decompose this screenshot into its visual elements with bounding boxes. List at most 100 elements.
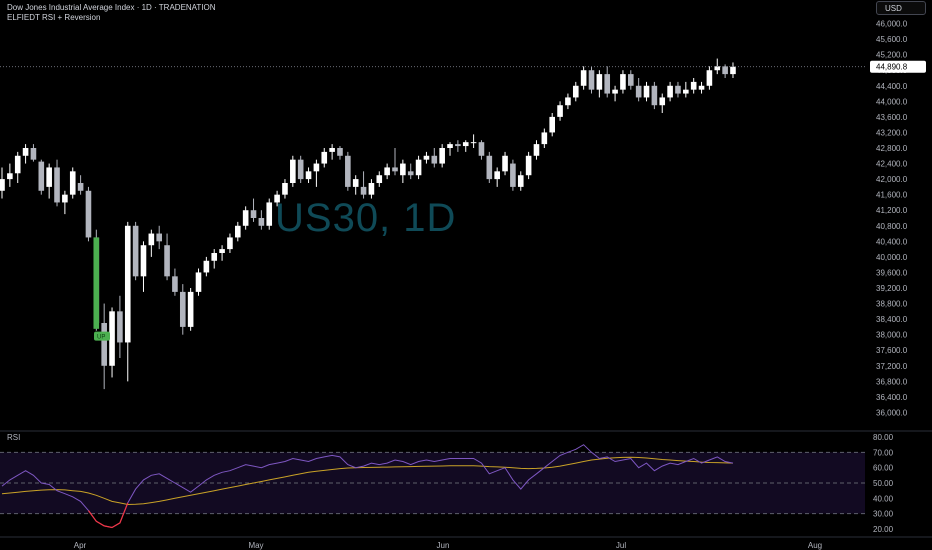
- price-tick-label: 42,800.0: [876, 144, 908, 153]
- candle-body: [117, 311, 123, 343]
- candle-body: [423, 155, 430, 160]
- candle-body: [675, 85, 681, 94]
- candle: [22, 144, 29, 164]
- candle: [596, 70, 603, 98]
- candle: [722, 64, 728, 78]
- time-tick-label: Apr: [74, 541, 87, 550]
- price-tick-label: 38,400.0: [876, 315, 908, 324]
- candle: [274, 190, 280, 207]
- candle: [683, 81, 689, 98]
- candle-body: [148, 233, 155, 246]
- candle-body: [266, 202, 273, 226]
- candle: [431, 148, 438, 168]
- candle-body: [203, 260, 210, 273]
- candle-body: [132, 225, 139, 277]
- rsi-tick-label: 40.00: [873, 494, 894, 503]
- candle: [124, 221, 131, 382]
- candle: [345, 151, 351, 191]
- candle: [101, 303, 107, 390]
- candle: [109, 307, 115, 378]
- candle: [282, 179, 288, 199]
- candle: [675, 81, 681, 98]
- price-tick-label: 40,800.0: [876, 222, 908, 231]
- candle: [179, 284, 186, 335]
- candle-body: [290, 159, 296, 183]
- candle-body: [22, 148, 29, 156]
- candle: [266, 198, 273, 230]
- candle-body: [407, 171, 414, 176]
- candle-body: [517, 175, 524, 187]
- candle-body: [604, 74, 611, 94]
- candle: [187, 288, 194, 331]
- candle: [360, 171, 367, 199]
- candle: [470, 134, 477, 148]
- candle-body: [109, 311, 115, 366]
- price-tick-label: 42,000.0: [876, 175, 908, 184]
- candle-body: [494, 171, 500, 180]
- candle: [580, 66, 587, 90]
- price-tick-label: 43,200.0: [876, 128, 908, 137]
- price-tick-label: 40,000.0: [876, 253, 908, 262]
- candle-body: [305, 171, 312, 180]
- candle-body: [282, 183, 288, 195]
- candle-body: [54, 167, 60, 203]
- candle: [148, 229, 155, 257]
- price-tick-label: 40,400.0: [876, 237, 908, 246]
- last-price-tag: [870, 60, 926, 73]
- price-tick-label: 36,000.0: [876, 408, 908, 417]
- currency-selector[interactable]: USD: [876, 1, 926, 15]
- candle: [14, 151, 21, 183]
- candle-body: [69, 171, 76, 195]
- candle: [376, 171, 383, 187]
- candle: [462, 140, 469, 152]
- candle: [0, 167, 5, 199]
- candle-body: [502, 155, 508, 172]
- candle: [415, 155, 422, 180]
- candle-body: [510, 163, 516, 187]
- candle-body: [46, 167, 52, 187]
- candle-body: [376, 175, 383, 183]
- candle: [651, 81, 658, 110]
- time-tick-label: Jun: [437, 541, 450, 550]
- candle-body: [683, 89, 689, 94]
- price-tick-label: 38,000.0: [876, 331, 908, 340]
- candle-body: [164, 245, 170, 277]
- candle-body: [478, 142, 485, 156]
- candle-body: [297, 159, 304, 180]
- candle: [455, 140, 461, 152]
- candle-body: [580, 70, 587, 86]
- candle: [494, 167, 500, 187]
- candle: [211, 249, 218, 269]
- candle: [329, 144, 335, 160]
- price-axis: 36,000.0 36,400.0 36,800.0 37,200.0 37,600.0…: [0, 20, 932, 432]
- candle: [290, 155, 296, 187]
- candle: [156, 225, 162, 250]
- candle: [486, 151, 493, 183]
- candle: [77, 175, 84, 195]
- candle-body: [486, 155, 493, 180]
- candle-body: [30, 148, 37, 160]
- candle: [54, 159, 60, 207]
- candle: [85, 186, 92, 242]
- candle: [706, 66, 713, 90]
- candle-body: [533, 144, 540, 156]
- candle: [368, 179, 375, 199]
- chart-title: Dow Jones Industrial Average Index · 1D …: [7, 3, 216, 12]
- candle-body: [140, 245, 147, 277]
- rsi-tick-label: 50.00: [873, 479, 894, 488]
- candle-body: [85, 190, 92, 238]
- candle: [69, 167, 76, 199]
- candle-body: [101, 323, 107, 366]
- candle-body: [698, 85, 705, 90]
- price-tick-label: 42,400.0: [876, 160, 908, 169]
- reversion-signal-bar: [93, 237, 100, 329]
- candle-body: [211, 253, 218, 261]
- candle-body: [242, 210, 249, 226]
- price-overlay: UP 44,890.8: [0, 60, 926, 341]
- rsi-tick-label: 20.00: [873, 525, 894, 534]
- rsi-tick-label: 70.00: [873, 448, 894, 457]
- reversion-signal-badge: [94, 331, 110, 341]
- rsi-tick-label: 80.00: [873, 433, 894, 442]
- candle-body: [250, 210, 257, 218]
